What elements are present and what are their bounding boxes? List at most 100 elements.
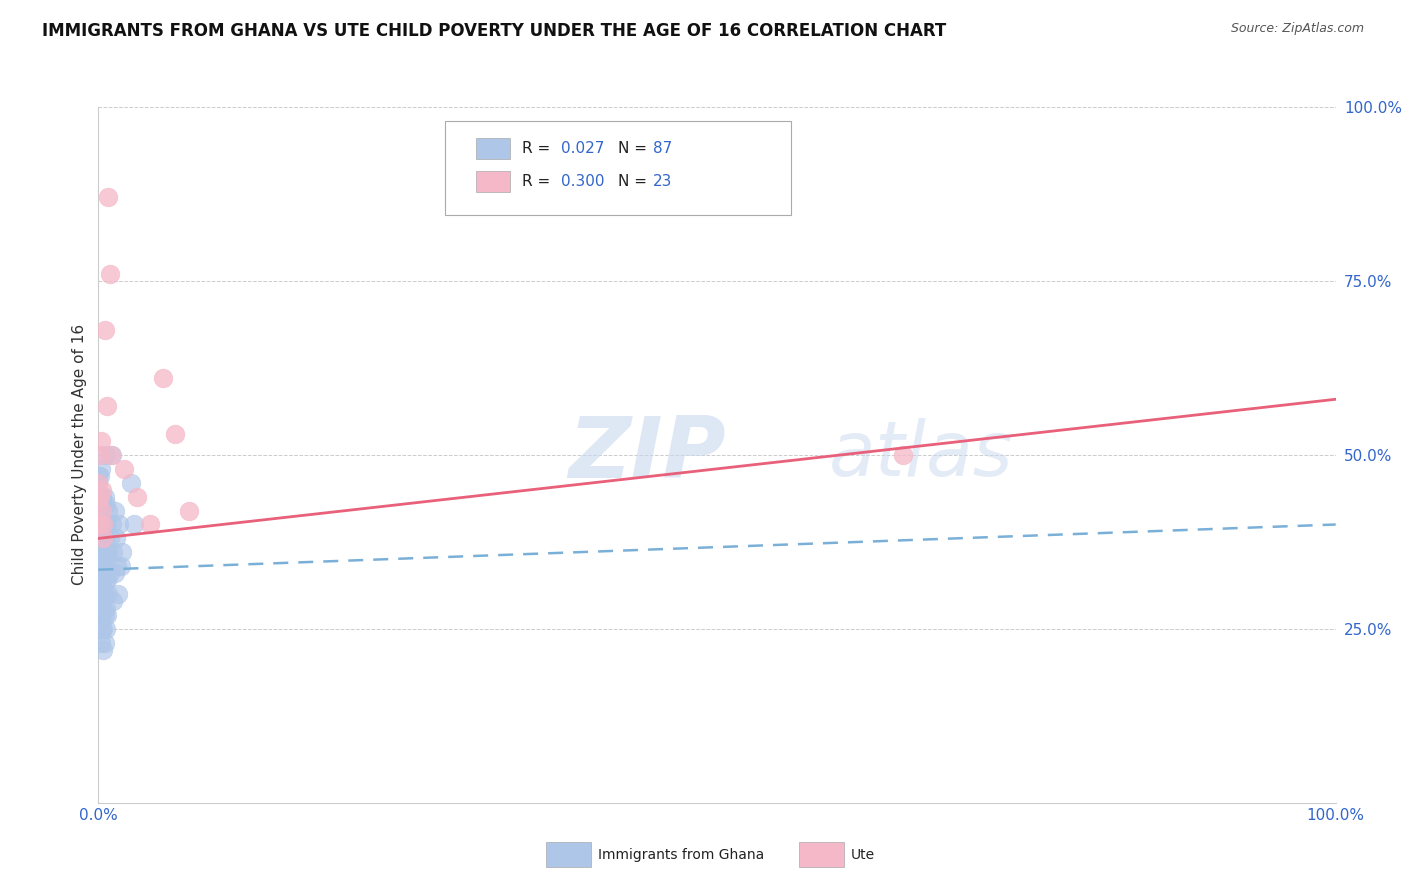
Point — [90, 622, 112, 636]
Point — [91, 607, 114, 622]
Text: N =: N = — [619, 141, 652, 156]
Point — [94, 532, 117, 546]
Point — [96, 545, 118, 559]
Text: Ute: Ute — [851, 847, 875, 862]
Point — [96, 517, 118, 532]
Point — [107, 587, 129, 601]
Point — [152, 371, 174, 385]
Point — [91, 622, 114, 636]
Point — [90, 573, 112, 587]
Point — [93, 532, 115, 546]
Point — [139, 517, 162, 532]
Point — [103, 503, 125, 517]
Point — [94, 622, 117, 636]
Point — [91, 594, 114, 608]
Point — [93, 545, 115, 559]
Point — [90, 559, 112, 574]
Point — [891, 448, 914, 462]
Point — [91, 587, 114, 601]
Text: Immigrants from Ghana: Immigrants from Ghana — [598, 847, 763, 862]
Point — [111, 545, 134, 559]
Point — [103, 545, 125, 559]
Text: Source: ZipAtlas.com: Source: ZipAtlas.com — [1230, 22, 1364, 36]
Point — [97, 503, 120, 517]
Point — [89, 448, 111, 462]
Point — [87, 490, 110, 504]
Point — [112, 462, 135, 476]
Point — [93, 642, 115, 657]
Point — [87, 497, 110, 511]
Point — [104, 532, 127, 546]
Point — [93, 559, 115, 574]
Point — [94, 497, 117, 511]
Point — [98, 532, 121, 546]
Point — [108, 517, 131, 532]
Point — [100, 448, 122, 462]
Point — [94, 552, 117, 566]
Point — [97, 545, 120, 559]
Point — [93, 532, 115, 546]
Point — [98, 566, 121, 581]
Point — [110, 559, 132, 574]
Point — [93, 497, 115, 511]
Point — [89, 503, 111, 517]
Text: IMMIGRANTS FROM GHANA VS UTE CHILD POVERTY UNDER THE AGE OF 16 CORRELATION CHART: IMMIGRANTS FROM GHANA VS UTE CHILD POVER… — [42, 22, 946, 40]
Point — [93, 607, 115, 622]
Point — [101, 517, 124, 532]
Point — [93, 323, 115, 337]
Point — [93, 517, 115, 532]
Text: ZIP: ZIP — [568, 413, 727, 497]
Point — [90, 587, 112, 601]
Point — [89, 532, 111, 546]
Text: 23: 23 — [652, 174, 672, 189]
Point — [89, 545, 111, 559]
Point — [90, 532, 112, 546]
Point — [89, 517, 111, 532]
Point — [98, 267, 121, 281]
Point — [101, 448, 124, 462]
Point — [93, 587, 115, 601]
Point — [94, 601, 117, 615]
Text: N =: N = — [619, 174, 652, 189]
Point — [177, 503, 200, 517]
Point — [120, 475, 142, 490]
Point — [97, 190, 120, 204]
Point — [93, 587, 115, 601]
Text: R =: R = — [522, 141, 555, 156]
Point — [93, 601, 115, 615]
Point — [90, 601, 112, 615]
Point — [91, 490, 114, 504]
Point — [90, 434, 112, 448]
Point — [93, 636, 115, 650]
Point — [90, 462, 112, 476]
Y-axis label: Child Poverty Under the Age of 16: Child Poverty Under the Age of 16 — [72, 325, 87, 585]
Point — [89, 468, 111, 483]
Text: 87: 87 — [652, 141, 672, 156]
Point — [93, 622, 115, 636]
Point — [90, 503, 112, 517]
Point — [91, 503, 114, 517]
Point — [93, 545, 115, 559]
Point — [124, 517, 146, 532]
Point — [96, 399, 118, 413]
Point — [91, 573, 114, 587]
Point — [96, 607, 118, 622]
Point — [87, 517, 110, 532]
Point — [125, 490, 148, 504]
Text: 0.027: 0.027 — [561, 141, 605, 156]
Point — [89, 566, 111, 581]
Point — [91, 559, 114, 574]
Text: 0.300: 0.300 — [561, 174, 605, 189]
Point — [89, 490, 111, 504]
Point — [90, 517, 112, 532]
Point — [103, 594, 125, 608]
Point — [89, 517, 111, 532]
FancyBboxPatch shape — [444, 121, 792, 215]
Point — [87, 468, 110, 483]
Point — [93, 566, 115, 581]
Text: atlas: atlas — [828, 418, 1012, 491]
Point — [97, 587, 120, 601]
Point — [87, 475, 110, 490]
Point — [89, 573, 111, 587]
Point — [105, 559, 128, 574]
